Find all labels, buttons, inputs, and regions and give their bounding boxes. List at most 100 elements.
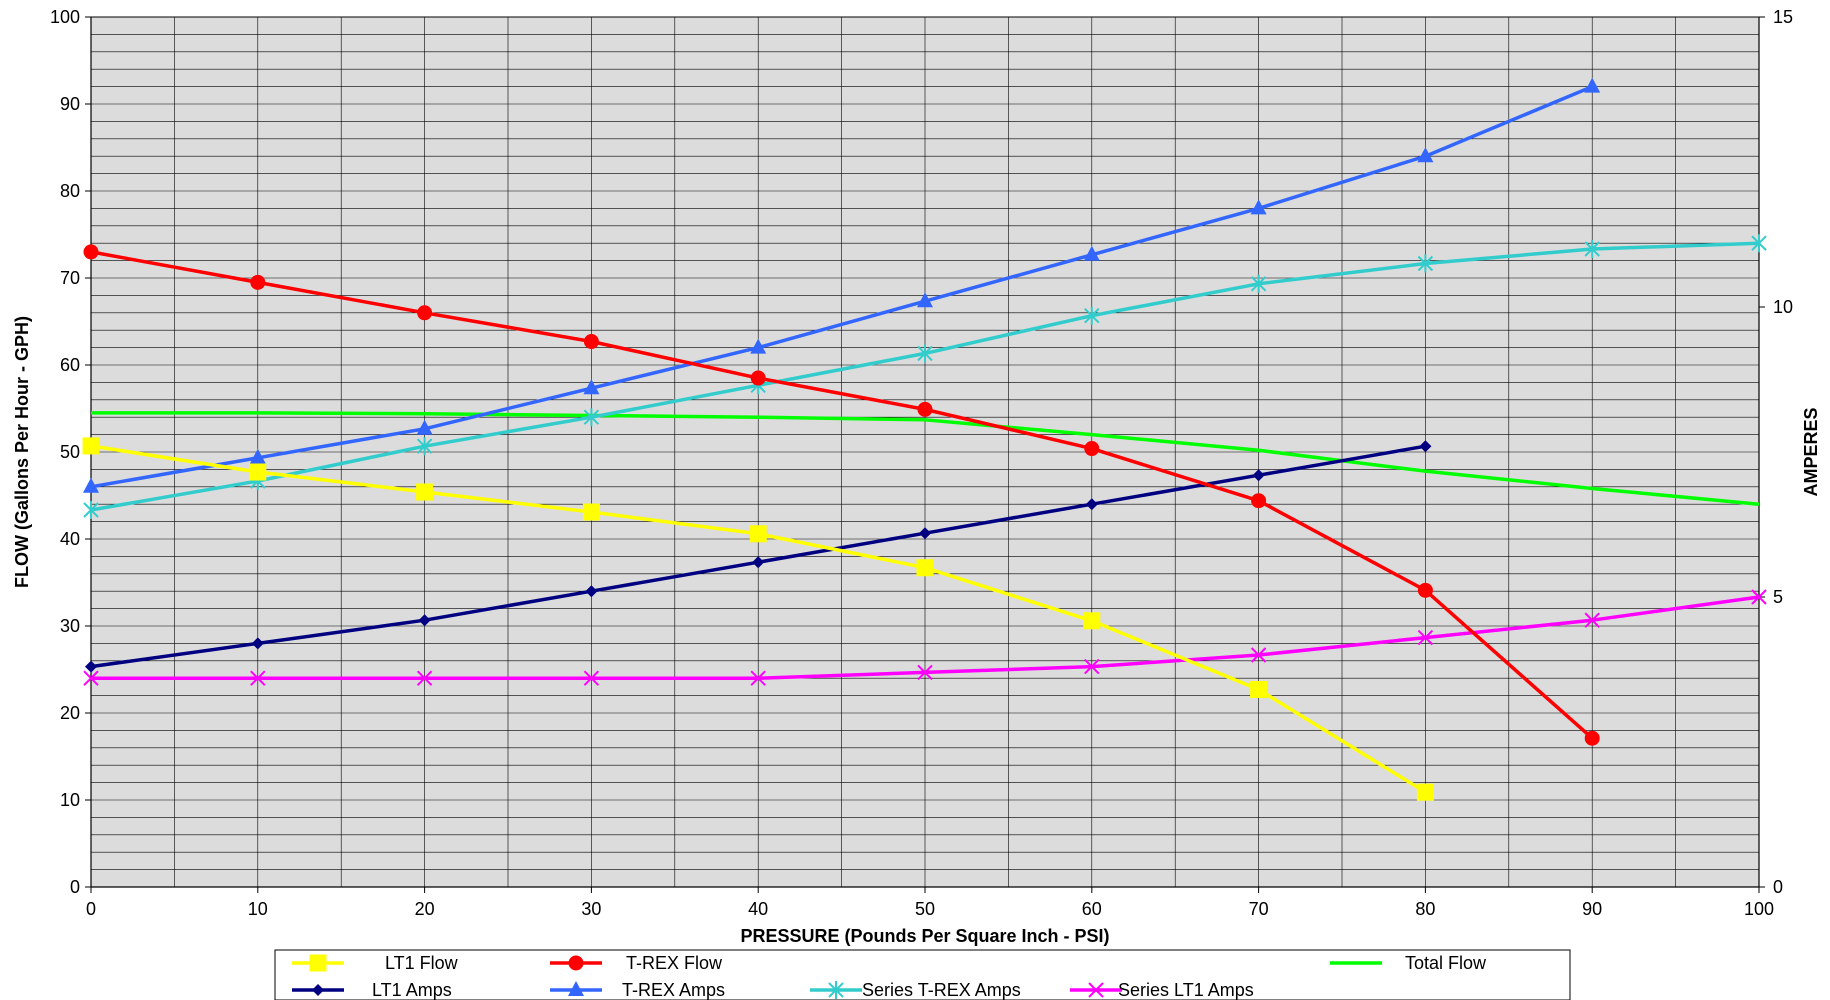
x-tick-label: 70 (1249, 899, 1269, 919)
data-point-t-rex-amps (1584, 77, 1601, 93)
data-point-series-lt1-amps (583, 670, 600, 686)
y2-tick-label: 5 (1773, 587, 1783, 607)
x-tick-label: 50 (915, 899, 935, 919)
data-point-t-rex-flow (250, 274, 266, 290)
data-point-series-t-rex-amps (1084, 306, 1100, 325)
data-point-series-lt1-amps (1751, 589, 1767, 605)
legend-item-total-flow: Total Flow (1330, 953, 1487, 973)
data-point-series-t-rex-amps (83, 501, 99, 519)
legend-label: Series T-REX Amps (862, 980, 1021, 1000)
data-point-series-t-rex-amps (1417, 254, 1434, 273)
data-point-lt1-amps (1085, 498, 1098, 511)
data-point-series-t-rex-amps (1751, 234, 1767, 253)
data-point-lt1-amps (85, 660, 97, 673)
data-point-series-lt1-amps (83, 670, 99, 686)
data-point-series-lt1-amps (1250, 647, 1267, 663)
x-tick-label: 30 (581, 899, 601, 919)
data-point-lt1-amps (418, 614, 431, 627)
legend-item-t-rex-amps: T-REX Amps (550, 980, 725, 1000)
x-tick-label: 60 (1082, 899, 1102, 919)
data-point-series-lt1-amps (917, 664, 933, 681)
data-point-lt1-amps (919, 527, 931, 540)
data-point-series-lt1-amps (1584, 612, 1600, 628)
legend-item-t-rex-flow: T-REX Flow (550, 953, 723, 973)
legend-swatch-marker (309, 954, 327, 972)
data-point-lt1-amps (251, 637, 264, 650)
x-tick-label: 0 (86, 899, 96, 919)
y-tick-label: 30 (60, 616, 80, 636)
data-point-series-t-rex-amps (1250, 274, 1267, 293)
data-point-series-lt1-amps (416, 670, 433, 686)
data-point-t-rex-flow (1084, 441, 1100, 457)
series-t-rex-amps (83, 77, 1601, 493)
data-point-t-rex-amps (416, 419, 433, 435)
data-point-series-lt1-amps (250, 670, 266, 686)
data-point-t-rex-flow (1417, 582, 1433, 598)
data-point-series-lt1-amps (1417, 629, 1434, 646)
legend-label: Total Flow (1405, 953, 1487, 973)
y-axis-title: FLOW (Gallons Per Hour - GPH) (12, 316, 32, 588)
series-series-lt1-amps (83, 589, 1767, 686)
data-point-lt1-flow (582, 503, 600, 521)
series-layer (82, 77, 1767, 801)
grid-lines (90, 16, 1760, 888)
data-point-series-t-rex-amps (583, 408, 600, 427)
data-point-lt1-flow (82, 437, 100, 455)
y-tick-label: 100 (50, 7, 80, 27)
data-point-t-rex-amps (917, 292, 933, 308)
legend-swatch-marker (568, 955, 584, 971)
data-point-lt1-flow (1250, 681, 1268, 699)
data-point-lt1-flow (1416, 783, 1434, 801)
data-point-series-lt1-amps (1084, 658, 1100, 675)
series-lt1-flow (82, 437, 1434, 801)
y2-tick-label: 15 (1773, 7, 1793, 27)
y-tick-label: 50 (60, 442, 80, 462)
data-point-t-rex-flow (83, 244, 99, 260)
data-point-t-rex-amps (583, 379, 600, 395)
data-point-series-t-rex-amps (416, 437, 433, 456)
data-point-t-rex-flow (917, 401, 933, 417)
legend-item-series-lt1-amps: Series LT1 Amps (1070, 980, 1254, 1000)
data-point-lt1-flow (916, 559, 934, 577)
series-t-rex-flow (83, 244, 1600, 746)
series-series-t-rex-amps (83, 234, 1767, 519)
data-point-lt1-flow (249, 463, 267, 481)
legend: LT1 Flow T-REX Flow Total Flow LT1 Amps T-RE… (274, 949, 1571, 1000)
y-tick-label: 90 (60, 94, 80, 114)
x-tick-label: 20 (415, 899, 435, 919)
y-tick-label: 20 (60, 703, 80, 723)
data-point-t-rex-amps (249, 448, 266, 464)
data-point-lt1-flow (1083, 612, 1101, 630)
legend-label: T-REX Flow (626, 953, 723, 973)
series-line-t-rex-amps (90, 84, 1593, 489)
data-point-t-rex-amps (1417, 147, 1434, 163)
x-tick-label: 40 (748, 899, 768, 919)
y-tick-label: 40 (60, 529, 80, 549)
y-tick-label: 0 (70, 877, 80, 897)
data-point-t-rex-amps (750, 338, 767, 354)
data-point-t-rex-flow (1251, 493, 1267, 509)
data-point-lt1-amps (752, 556, 765, 569)
legend-item-series-t-rex-amps: Series T-REX Amps (810, 980, 1021, 1000)
x-tick-label: 10 (248, 899, 268, 919)
data-point-t-rex-flow (750, 370, 766, 386)
data-point-t-rex-amps (1250, 199, 1267, 215)
legend-swatch-marker (1088, 982, 1104, 998)
data-point-t-rex-amps (1083, 245, 1100, 261)
data-point-lt1-flow (749, 525, 767, 543)
legend-item-lt1-flow: LT1 Flow (292, 953, 459, 973)
y-tick-label: 60 (60, 355, 80, 375)
legend-swatch-marker (828, 981, 844, 999)
data-point-lt1-amps (585, 585, 598, 598)
data-point-t-rex-flow (583, 334, 599, 350)
y-tick-label: 80 (60, 181, 80, 201)
legend-swatch-marker (568, 981, 584, 996)
legend-label: LT1 Flow (385, 953, 459, 973)
legend-label: T-REX Amps (622, 980, 725, 1000)
y-tick-label: 70 (60, 268, 80, 288)
x-tick-label: 100 (1744, 899, 1774, 919)
legend-swatch-marker (312, 984, 324, 996)
data-point-t-rex-flow (417, 305, 433, 321)
